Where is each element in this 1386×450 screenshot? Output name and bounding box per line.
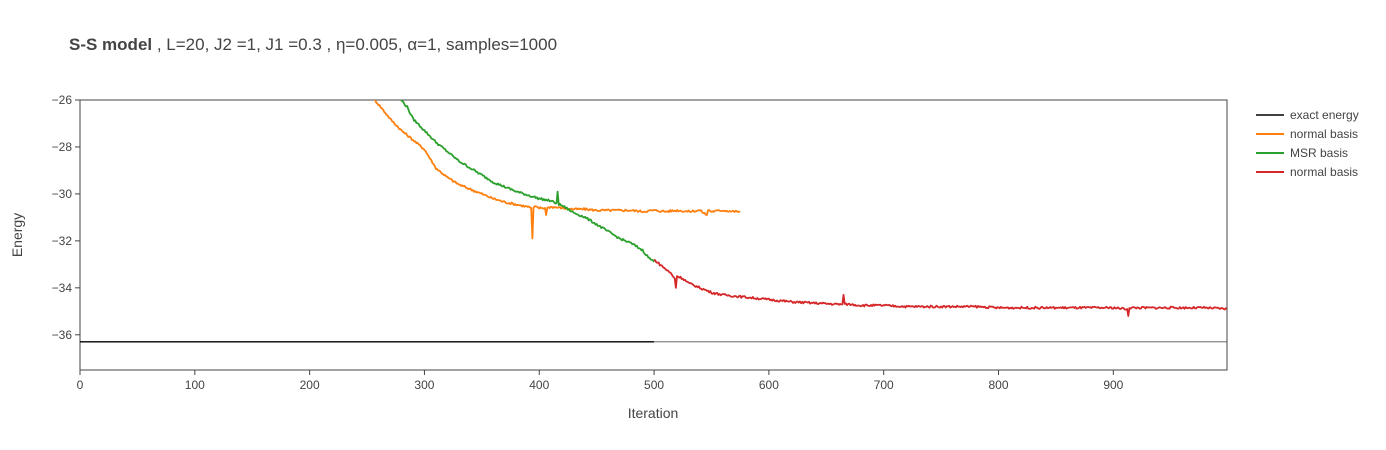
y-tick-label: −30 <box>52 187 73 201</box>
x-tick-label: 700 <box>874 378 894 392</box>
x-tick-label: 200 <box>300 378 320 392</box>
chart-title-params: , L=20, J2 =1, J1 =0.3 , η=0.005, α=1, s… <box>152 35 557 54</box>
x-axis-ticks: 0 100 200 300 400 500 600 700 800 900 <box>77 370 1124 392</box>
chart-title: S-S model , L=20, J2 =1, J1 =0.3 , η=0.0… <box>69 35 557 54</box>
x-tick-label: 300 <box>414 378 434 392</box>
plot-area <box>79 99 1228 371</box>
x-tick-label: 900 <box>1103 378 1123 392</box>
x-tick-label: 800 <box>989 378 1009 392</box>
series-line-3 <box>653 258 1227 317</box>
y-tick-label: −34 <box>52 281 73 295</box>
y-tick-label: −28 <box>52 140 73 154</box>
legend-label: normal basis <box>1290 165 1358 179</box>
y-axis-ticks: −36 −34 −32 −30 −28 −26 <box>52 93 80 342</box>
legend-label: exact energy <box>1290 108 1359 122</box>
y-tick-label: −26 <box>52 93 73 107</box>
y-tick-label: −32 <box>52 234 73 248</box>
legend-label: MSR basis <box>1290 146 1348 160</box>
y-tick-label: −36 <box>52 328 73 342</box>
legend: exact energy normal basis MSR basis normal … <box>1256 108 1359 179</box>
legend-label: normal basis <box>1290 127 1358 141</box>
x-tick-label: 400 <box>529 378 549 392</box>
series-layer <box>80 100 1227 343</box>
series-line-1 <box>374 100 741 240</box>
x-tick-label: 600 <box>759 378 779 392</box>
x-tick-label: 0 <box>77 378 84 392</box>
chart-title-bold: S-S model <box>69 35 152 54</box>
x-tick-label: 100 <box>185 378 205 392</box>
y-axis-label: Energy <box>9 213 25 257</box>
series-line-2 <box>400 100 655 263</box>
x-tick-label: 500 <box>644 378 664 392</box>
x-axis-label: Iteration <box>628 405 679 421</box>
